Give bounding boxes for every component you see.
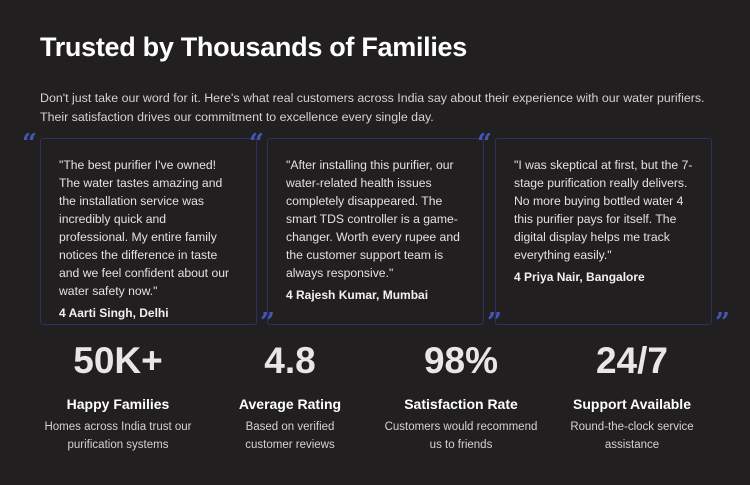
testimonial-card: “ "I was skeptical at first, but the 7-s… — [477, 131, 730, 336]
stat-value: 50K+ — [73, 340, 163, 381]
intro-text: Don't just take our word for it. Here's … — [40, 91, 705, 124]
quote-open-icon: “ — [249, 129, 264, 159]
quote-close-icon: ” — [487, 308, 502, 338]
testimonial-author: 4 Priya Nair, Bangalore — [514, 270, 645, 284]
stat-description: Homes across India trust our purificatio… — [44, 421, 192, 451]
stat-satisfaction-rate: 98% Satisfaction Rate Customers would re… — [366, 340, 556, 454]
stat-value: 4.8 — [264, 340, 316, 381]
stat-value: 24/7 — [595, 340, 668, 381]
stat-label: Average Rating — [238, 396, 342, 412]
quote-open-icon: “ — [477, 129, 492, 159]
testimonial-author: 4 Rajesh Kumar, Mumbai — [286, 288, 429, 302]
stat-description: Based on verified customer reviews — [245, 421, 335, 451]
testimonial-card: “ "The best purifier I've owned! The wat… — [22, 131, 275, 336]
stat-label: Satisfaction Rate — [404, 396, 518, 412]
stat-happy-families: 50K+ Happy Families Homes across India t… — [23, 340, 213, 454]
page-title: Trusted by Thousands of Families — [40, 32, 467, 62]
stat-value: 98% — [423, 340, 499, 381]
testimonial-card: “ "After installing this purifier, our w… — [249, 131, 502, 336]
stat-description: Customers would recommend us to friends — [384, 421, 538, 451]
stat-average-rating: 4.8 Average Rating Based on verified cus… — [195, 340, 385, 454]
stat-label: Happy Families — [66, 396, 170, 412]
quote-open-icon: “ — [22, 129, 37, 159]
testimonial-quote: "After installing this purifier, our wat… — [286, 158, 460, 280]
stat-support-available: 24/7 Support Available Round-the-clock s… — [537, 340, 727, 454]
testimonial-author: 4 Aarti Singh, Delhi — [59, 306, 169, 320]
stat-label: Support Available — [573, 396, 691, 412]
testimonial-quote: "The best purifier I've owned! The water… — [59, 158, 230, 298]
stat-description: Round-the-clock service assistance — [570, 421, 694, 451]
testimonial-quote: "I was skeptical at first, but the 7-sta… — [514, 158, 693, 262]
quote-close-icon: ” — [715, 308, 730, 338]
